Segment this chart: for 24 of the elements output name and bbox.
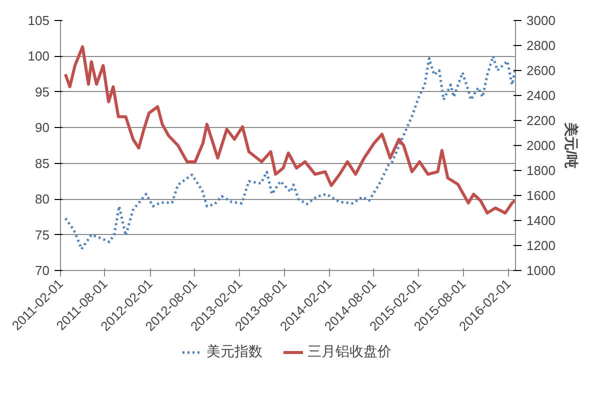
y2-tick-label: 2800 xyxy=(526,38,556,53)
line-series xyxy=(64,54,516,250)
y2-tick-label: 3000 xyxy=(526,13,556,28)
y2-tick-label: 1800 xyxy=(526,163,556,178)
y-tick-label: 70 xyxy=(35,263,50,278)
y-tick-label: 105 xyxy=(28,13,50,28)
y-tick-label: 80 xyxy=(35,192,50,207)
y2-axis-title: 美元/吨 xyxy=(563,122,580,168)
legend-label: 三月铝收盘价 xyxy=(308,343,392,361)
y-tick-label: 90 xyxy=(35,120,50,136)
y-tick-label: 75 xyxy=(35,227,50,242)
y2-tick-label: 2000 xyxy=(526,138,556,153)
y2-tick-label: 2200 xyxy=(526,113,556,128)
y2-tick-label: 1200 xyxy=(526,238,556,253)
legend-label: 美元指数 xyxy=(206,343,262,361)
y-tick-label: 85 xyxy=(35,156,50,171)
y2-tick-label: 1000 xyxy=(526,263,556,278)
y-tick-label: 95 xyxy=(35,84,50,100)
y2-tick-label: 1600 xyxy=(526,188,556,203)
y2-tick-label: 1400 xyxy=(526,213,556,228)
y-tick-label: 100 xyxy=(28,48,50,64)
y2-tick-label: 2600 xyxy=(526,63,556,78)
y2-tick-label: 2400 xyxy=(526,88,556,103)
line-series xyxy=(64,45,516,214)
